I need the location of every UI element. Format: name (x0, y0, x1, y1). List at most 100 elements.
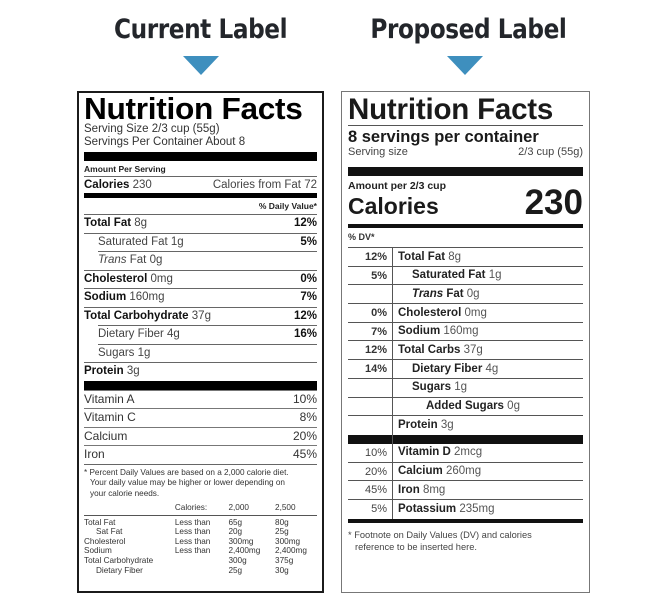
mineral-pct: 20% (348, 462, 393, 481)
calories-label: Calories (348, 193, 439, 219)
amount-per-serving: Amount per 2/3 cup (348, 180, 447, 192)
vitamin-pct: 45% (292, 447, 317, 461)
nutrient-pct: 7% (300, 291, 317, 303)
nutrient-amount: 0mg (150, 272, 173, 285)
vitamin-row: Vitamin A 10% (84, 389, 317, 409)
nutrient-row: Saturated Fat 1g 5% (84, 232, 317, 252)
label-title: Nutrition Facts (348, 93, 554, 126)
nutrient-amount: 8g (448, 250, 462, 263)
nutrient-amount: 37g (191, 309, 211, 322)
nutrient-pct: 5% (348, 266, 393, 285)
calories-row: Calories 230 (348, 185, 583, 220)
divider-bar (348, 434, 583, 444)
nutrient-row: Protein 3g (84, 362, 317, 381)
nutrient-amount: 0g (466, 287, 480, 300)
servings-per-container: 8 servings per container (348, 128, 539, 146)
mineral-pct: 5% (348, 499, 393, 519)
nutrient-name: Sodium (398, 325, 441, 338)
nutrient-amount: 1g (488, 269, 502, 282)
nutrient-name: Total Carbs (398, 343, 461, 356)
nutrient-amount: 1g (454, 381, 467, 394)
daily-value-header: % Daily Value* (258, 201, 317, 211)
label-title: Nutrition Facts (84, 91, 303, 126)
table-row: Sat Fat Less than 20g 25g (96, 527, 289, 537)
table-row: Total Carbohydrate 300g 375g (84, 555, 294, 565)
nutrient-name: Protein (84, 365, 124, 377)
nutrient-row: Protein 3g (348, 416, 583, 435)
serving-size: Serving Size 2/3 cup (55g) (84, 123, 220, 135)
nutrient-name: Saturated Fat (98, 235, 168, 248)
nutrient-name: Fat (129, 254, 147, 266)
nutrient-prefix: Trans (98, 254, 127, 266)
nutrient-amount: 1g (137, 346, 151, 359)
down-arrow-icon (447, 56, 483, 75)
nutrient-pct: 12% (348, 341, 393, 360)
nutrient-row: 14% Dietary Fiber 4g (348, 360, 583, 379)
calories-from-fat: Calories from Fat 72 (212, 179, 317, 191)
mineral-amount: 235mg (459, 502, 495, 515)
nutrient-row: Sodium 160mg 7% (84, 288, 317, 307)
mineral-amount: 2mcg (454, 446, 483, 459)
nutrient-amount: 3g (126, 365, 140, 377)
nutrient-name: Sodium (84, 291, 127, 303)
nutrient-amount: 160mg (129, 291, 165, 303)
divider-bar (348, 224, 583, 228)
mineral-row: 45% Iron 8mg (348, 481, 583, 500)
nutrient-row: Trans Fat 0g (348, 285, 583, 305)
serving-size-row: Serving size 2/3 cup (55g) (348, 146, 583, 159)
vitamin-pct: 10% (292, 391, 317, 406)
mineral-name: Calcium (398, 465, 443, 478)
calories-label: Calories (84, 179, 130, 191)
divider-bar (84, 152, 317, 161)
nutrient-amount: 4g (167, 328, 180, 340)
calories-value: 230 (524, 183, 583, 222)
mineral-amount: 260mg (445, 465, 482, 478)
vitamin-row: Vitamin C 8% (84, 408, 317, 427)
nutrient-pct (348, 285, 393, 304)
nutrient-pct: 0% (348, 304, 393, 322)
vitamin-name: Iron (84, 447, 105, 461)
nutrient-pct: 7% (348, 322, 393, 341)
nutrient-name: Cholesterol (84, 272, 148, 285)
nutrient-name: Cholesterol (398, 306, 462, 319)
nutrient-row: 7% Sodium 160mg (348, 322, 583, 342)
nutrient-pct (348, 378, 393, 397)
nutrient-pct: 5% (300, 235, 317, 248)
nutrient-pct: 12% (293, 309, 317, 322)
nutrient-amount: 0g (149, 254, 163, 266)
mineral-row: 20% Calcium 260mg (348, 462, 583, 482)
calories-row: Calories 230 Calories from Fat 72 (84, 176, 317, 193)
divider-bar (348, 167, 583, 176)
proposed-label-heading: Proposed Label (370, 14, 567, 45)
footnote: * Percent Daily Values are based on a 2,… (84, 463, 317, 500)
calories-value: 230 (132, 179, 152, 191)
nutrient-amount: 37g (463, 343, 483, 356)
mineral-pct: 10% (348, 443, 393, 462)
nutrient-pct (348, 416, 393, 435)
mineral-row: 5% Potassium 235mg (348, 499, 583, 519)
nutrient-grid: 12% Total Fat 8g 5% Saturated Fat 1g Tra… (348, 247, 583, 519)
nutrient-name: Fat (446, 287, 464, 300)
serving-size-label: Serving size (348, 146, 408, 158)
mineral-name: Potassium (398, 502, 457, 515)
nutrient-row: Added Sugars 0g (348, 397, 583, 417)
amount-per-serving: Amount Per Serving (84, 164, 166, 174)
nutrient-pct (348, 397, 393, 416)
mineral-row: 10% Vitamin D 2mcg (348, 443, 583, 463)
daily-value-reference-table: Calories: 2,000 2,500 Total Fat Less tha… (84, 499, 317, 575)
nutrient-row: 0% Cholesterol 0mg (348, 304, 583, 323)
vitamin-name: Vitamin A (84, 391, 135, 406)
vitamin-pct: 8% (299, 410, 317, 424)
nutrient-pct: 0% (300, 272, 317, 285)
nutrient-amount: 0mg (464, 306, 487, 319)
nutrient-amount: 0g (507, 400, 520, 412)
nutrient-row: 12% Total Fat 8g (348, 248, 583, 267)
nutrient-pct: 14% (348, 360, 393, 378)
nutrient-name: Added Sugars (426, 400, 504, 412)
nutrient-amount: 160mg (443, 325, 479, 338)
nutrient-amount: 3g (440, 419, 454, 432)
nutrient-row: Total Fat 8g 12% (84, 214, 317, 233)
serving-size-value: 2/3 cup (55g) (518, 146, 583, 158)
nutrient-amount: 8g (134, 217, 148, 229)
nutrient-row: Dietary Fiber 4g 16% (98, 325, 317, 344)
